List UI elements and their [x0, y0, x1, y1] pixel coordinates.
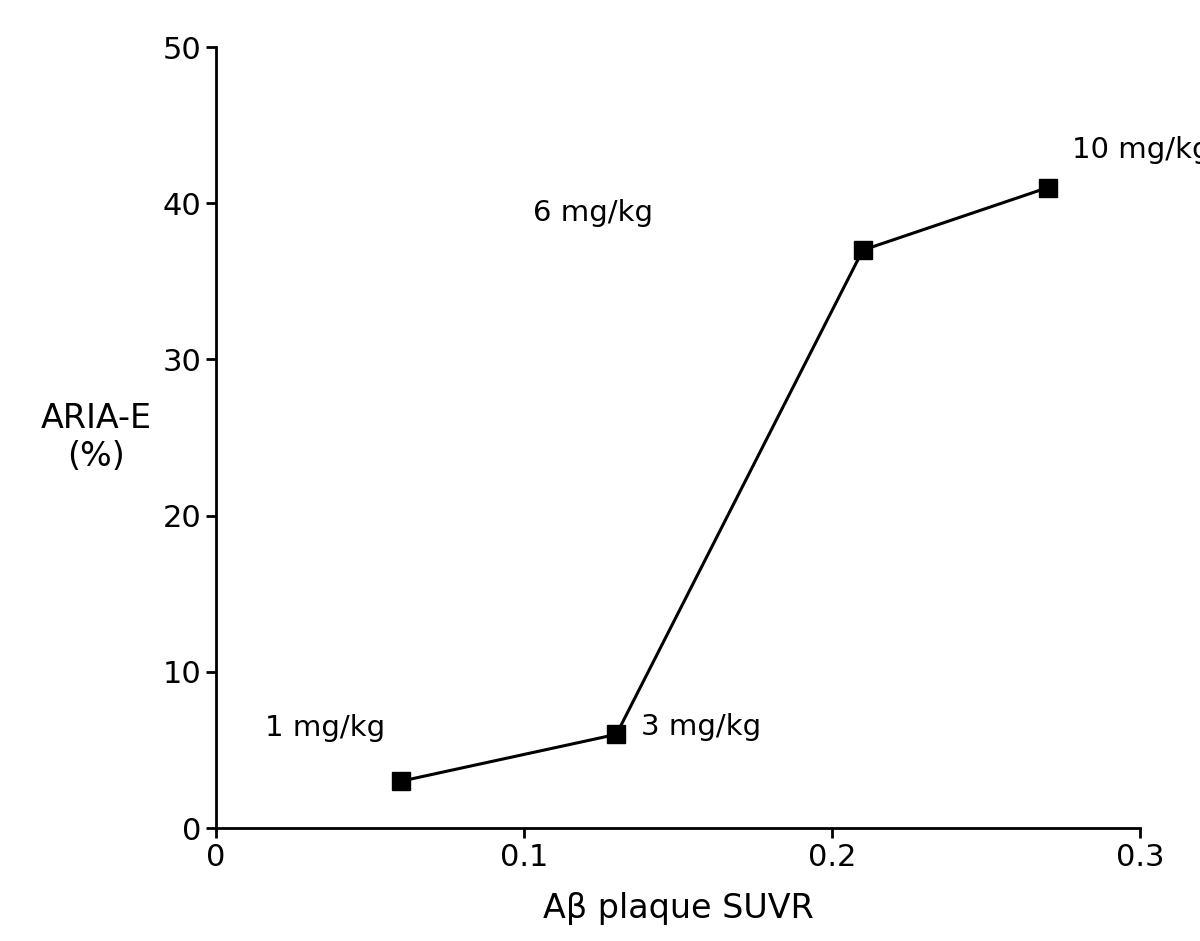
Text: 3 mg/kg: 3 mg/kg	[641, 712, 761, 741]
Text: ARIA-E
(%): ARIA-E (%)	[41, 402, 151, 473]
Text: 1 mg/kg: 1 mg/kg	[265, 714, 385, 742]
Text: 6 mg/kg: 6 mg/kg	[533, 199, 653, 227]
Text: 10 mg/kg: 10 mg/kg	[1073, 136, 1200, 165]
X-axis label: Aβ plaque SUVR: Aβ plaque SUVR	[542, 892, 814, 926]
